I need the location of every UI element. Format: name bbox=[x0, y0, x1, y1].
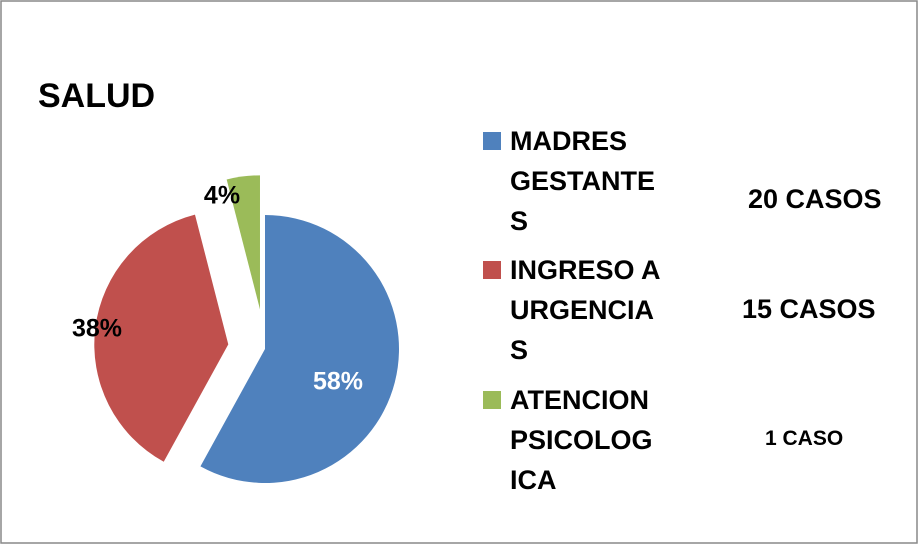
annotation: 15 CASOS bbox=[742, 293, 876, 324]
pie-slice bbox=[226, 175, 260, 310]
data-label: 38% bbox=[72, 315, 122, 343]
annotation: 1 CASO bbox=[765, 427, 844, 451]
legend-label: INGRESO A URGENCIAS bbox=[510, 255, 660, 365]
data-label: 4% bbox=[204, 182, 240, 210]
legend-label: MADRES GESTANTES bbox=[510, 126, 656, 236]
legend-swatch bbox=[483, 261, 501, 279]
pie-slice bbox=[200, 215, 399, 483]
legend-swatch bbox=[483, 132, 501, 150]
legend-swatch bbox=[483, 391, 501, 409]
chart-title: SALUD bbox=[38, 77, 155, 115]
pie-slice bbox=[94, 214, 229, 462]
annotation: 20 CASOS bbox=[748, 183, 882, 214]
legend-label: ATENCION PSICOLOGICA bbox=[510, 385, 653, 495]
data-label: 58% bbox=[313, 368, 363, 396]
